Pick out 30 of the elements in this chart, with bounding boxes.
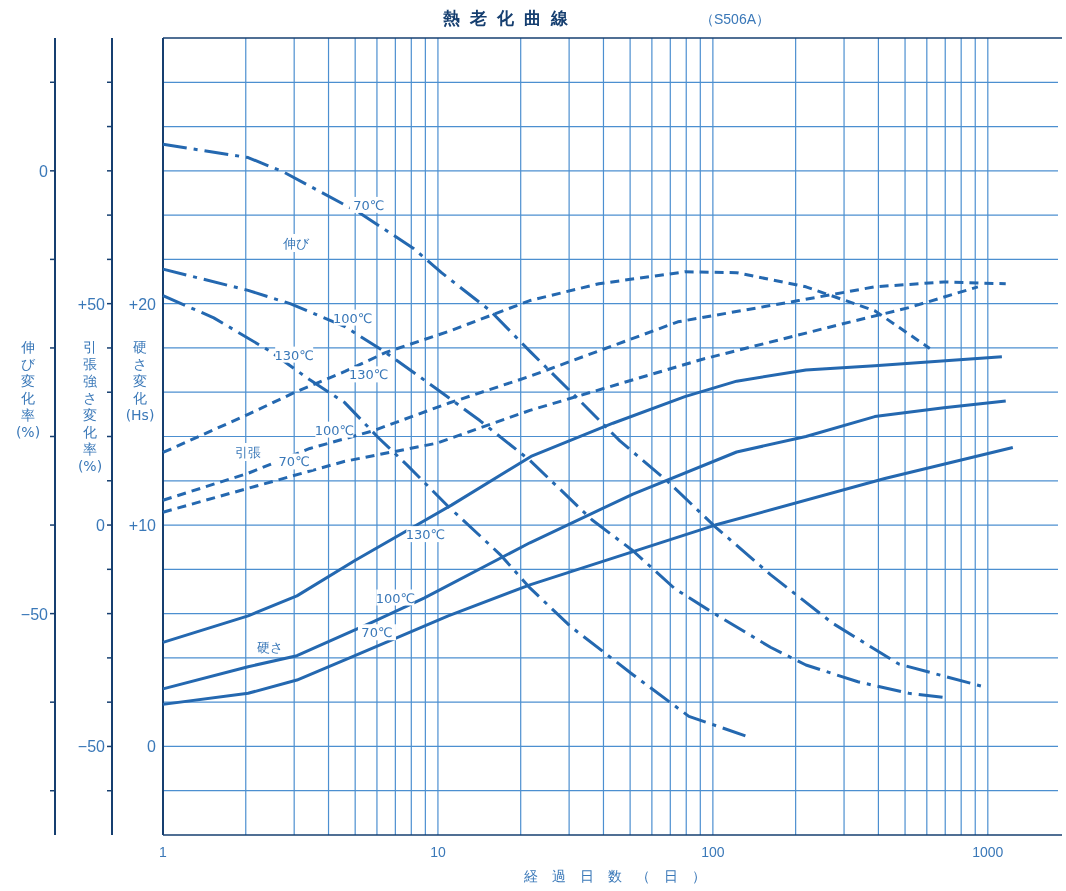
y3-tick-label: −50	[20, 605, 49, 623]
chart-subtitle: （S506A）	[699, 11, 771, 27]
series-label: 100℃	[314, 422, 355, 438]
x-tick-label: 1000	[972, 844, 1004, 860]
y-tick-label: +20	[128, 295, 157, 313]
y3-tick-label: 0	[39, 162, 49, 180]
series-label: 70℃	[278, 454, 310, 470]
y2-tick-label: −50	[77, 738, 106, 756]
series-label: 100℃	[333, 310, 373, 326]
y-tick-label: +10	[128, 517, 157, 535]
series-label: 130℃	[274, 347, 314, 363]
y-axis-title: 硬さ変化(Hs)	[125, 339, 155, 423]
annotation: 伸び	[282, 236, 310, 251]
annotation: 硬さ	[257, 640, 283, 655]
y2-tick-label: +50	[77, 295, 106, 313]
x-tick-label: 100	[701, 844, 725, 860]
x-tick-label: 10	[430, 844, 446, 860]
x-axis-title: 経過日数（日）	[523, 868, 720, 884]
y2-axis-title: 引張強さ変化率(%)	[77, 339, 103, 474]
annotation: 引張	[235, 445, 261, 460]
chart-title: 熱老化曲線	[441, 8, 578, 28]
y2-tick-label: 0	[96, 517, 106, 535]
series-label: 100℃	[375, 590, 416, 606]
y-tick-label: 0	[147, 738, 157, 756]
y3-axis-title: 伸び変化率(%)	[15, 339, 41, 440]
series-label: 130℃	[405, 527, 446, 543]
series-label: 130℃	[348, 367, 389, 383]
x-tick-label: 1	[159, 844, 168, 860]
series-label: 70℃	[353, 197, 385, 213]
series-label: 70℃	[361, 625, 393, 641]
